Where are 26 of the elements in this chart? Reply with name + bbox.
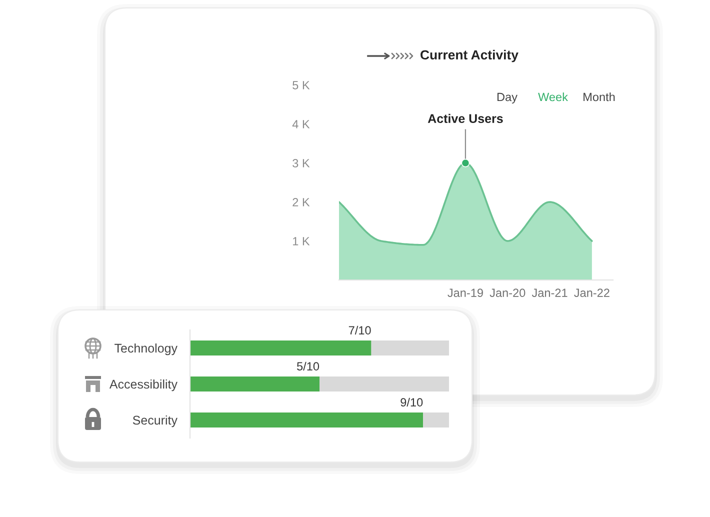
x-tick-label: Jan-19 [448, 288, 483, 298]
bar [423, 412, 449, 428]
y-tick-label: 2 K [292, 198, 310, 206]
annotation: Week [538, 92, 568, 102]
bar [371, 340, 449, 356]
y-tick-label: Accessibility [109, 379, 178, 392]
bar [190, 340, 372, 356]
x-tick-label: Jan-21 [532, 288, 568, 298]
y-tick-label: Technology [114, 343, 178, 356]
data-label: 9/10 [400, 398, 423, 406]
chart-title: Current Activity [420, 50, 518, 62]
annotation: Active Users [428, 114, 503, 124]
y-tick-label: 4 K [292, 120, 310, 128]
bar [190, 376, 320, 392]
bar [190, 412, 424, 428]
y-tick-label: 1 K [293, 237, 310, 246]
annotation: Month [584, 92, 615, 102]
data-label: 7/10 [348, 326, 371, 334]
x-tick-label: Jan-20 [490, 288, 526, 298]
y-tick-label: Security [132, 415, 178, 428]
y-tick-label: 5 K [292, 81, 310, 90]
x-tick-label: Jan-22 [574, 288, 610, 298]
bar [320, 376, 449, 392]
data-label: 5/10 [296, 362, 320, 370]
y-tick-label: 3 K [292, 159, 310, 168]
annotation: Day [497, 92, 518, 104]
